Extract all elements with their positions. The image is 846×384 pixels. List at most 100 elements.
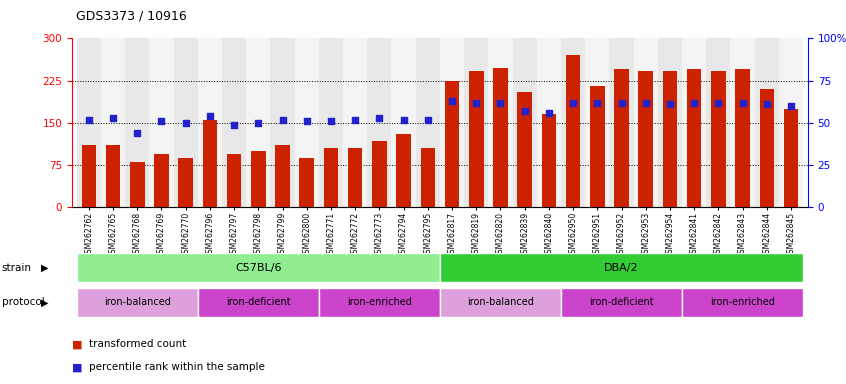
Point: [445, 98, 459, 104]
Point: [372, 115, 386, 121]
Point: [591, 99, 604, 106]
Bar: [518, 92, 532, 207]
Bar: [392, 38, 415, 207]
Bar: [561, 38, 585, 207]
Bar: [396, 134, 411, 207]
Bar: [77, 38, 101, 207]
Bar: [682, 38, 706, 207]
Point: [107, 115, 120, 121]
Bar: [275, 146, 290, 207]
Point: [251, 120, 265, 126]
Bar: [299, 158, 314, 207]
Bar: [319, 38, 343, 207]
Point: [300, 118, 314, 124]
Text: iron-enriched: iron-enriched: [710, 297, 775, 308]
Bar: [348, 148, 362, 207]
Bar: [493, 68, 508, 207]
Bar: [730, 38, 755, 207]
Bar: [464, 38, 488, 207]
Bar: [81, 146, 96, 207]
Bar: [173, 38, 198, 207]
Bar: [154, 154, 168, 207]
Bar: [488, 38, 513, 207]
Bar: [222, 38, 246, 207]
Point: [470, 99, 483, 106]
Point: [349, 116, 362, 122]
Bar: [227, 154, 241, 207]
Point: [615, 99, 629, 106]
Bar: [150, 38, 173, 207]
Point: [711, 99, 725, 106]
Bar: [415, 38, 440, 207]
Text: protocol: protocol: [2, 297, 45, 308]
Text: ■: ■: [72, 362, 82, 372]
Bar: [125, 38, 150, 207]
Bar: [440, 38, 464, 207]
Point: [276, 116, 289, 122]
Bar: [198, 288, 319, 317]
Text: ■: ■: [72, 339, 82, 349]
Text: percentile rank within the sample: percentile rank within the sample: [89, 362, 265, 372]
Bar: [711, 71, 726, 207]
Bar: [658, 38, 682, 207]
Text: iron-deficient: iron-deficient: [589, 297, 654, 308]
Bar: [246, 38, 271, 207]
Text: iron-deficient: iron-deficient: [226, 297, 291, 308]
Point: [82, 116, 96, 122]
Bar: [682, 288, 803, 317]
Point: [687, 99, 700, 106]
Text: GDS3373 / 10916: GDS3373 / 10916: [76, 10, 187, 23]
Bar: [755, 38, 779, 207]
Bar: [77, 253, 440, 282]
Bar: [130, 162, 145, 207]
Text: transformed count: transformed count: [89, 339, 186, 349]
Bar: [735, 70, 750, 207]
Bar: [271, 38, 294, 207]
Bar: [106, 146, 120, 207]
Bar: [420, 148, 435, 207]
Bar: [440, 253, 803, 282]
Point: [324, 118, 338, 124]
Text: ▶: ▶: [41, 297, 48, 308]
Text: C57BL/6: C57BL/6: [235, 263, 282, 273]
Bar: [198, 38, 222, 207]
Point: [518, 108, 531, 114]
Bar: [662, 71, 677, 207]
Bar: [760, 89, 774, 207]
Bar: [513, 38, 536, 207]
Point: [397, 116, 410, 122]
Point: [736, 99, 750, 106]
Bar: [77, 288, 198, 317]
Text: strain: strain: [2, 263, 31, 273]
Bar: [585, 38, 609, 207]
Bar: [343, 38, 367, 207]
Bar: [469, 71, 484, 207]
Bar: [445, 81, 459, 207]
Point: [663, 101, 677, 108]
Point: [494, 99, 508, 106]
Point: [203, 113, 217, 119]
Bar: [319, 288, 440, 317]
Point: [542, 110, 556, 116]
Bar: [101, 38, 125, 207]
Text: iron-enriched: iron-enriched: [347, 297, 412, 308]
Bar: [536, 38, 561, 207]
Point: [639, 99, 652, 106]
Text: DBA/2: DBA/2: [604, 263, 639, 273]
Bar: [541, 114, 556, 207]
Point: [760, 101, 773, 108]
Bar: [566, 55, 580, 207]
Point: [421, 116, 435, 122]
Text: ▶: ▶: [41, 263, 48, 273]
Point: [228, 121, 241, 127]
Bar: [324, 148, 338, 207]
Point: [155, 118, 168, 124]
Bar: [367, 38, 392, 207]
Bar: [783, 109, 799, 207]
Bar: [639, 71, 653, 207]
Bar: [179, 158, 193, 207]
Bar: [634, 38, 658, 207]
Point: [130, 130, 144, 136]
Text: iron-balanced: iron-balanced: [467, 297, 534, 308]
Bar: [251, 151, 266, 207]
